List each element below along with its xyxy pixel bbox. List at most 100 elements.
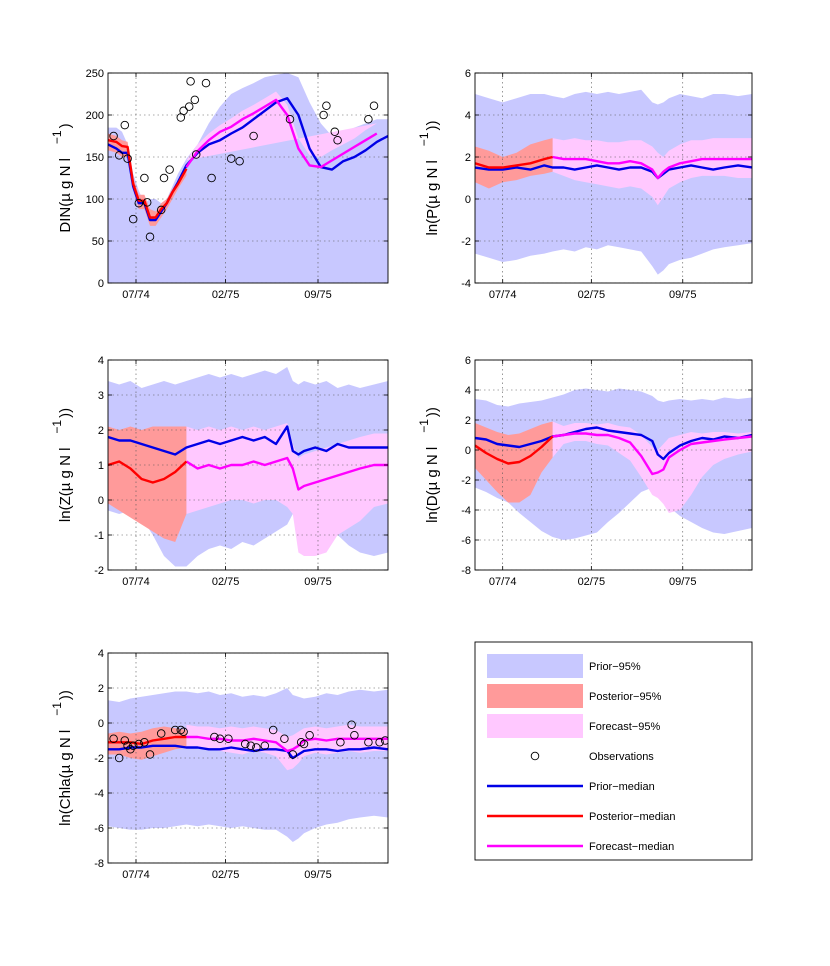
y-axis-label-sup: −1 [417,419,431,433]
observation-point [186,77,195,86]
forecast-median-line [185,456,388,491]
y-tick-label: 6 [465,355,471,367]
axes-box [107,72,389,284]
x-tick-label: 02/75 [578,289,606,301]
observation-point [375,738,384,747]
observation-point [142,198,152,207]
plot-area [108,73,388,283]
legend-label: Forecast−95% [589,721,660,733]
legend-item: Posterior−95% [487,684,662,708]
plot-area [475,360,752,570]
legend-label: Posterior−95% [589,691,662,703]
observation-point [179,106,188,116]
legend-label: Prior−median [589,781,655,793]
observation-point [210,732,219,742]
observation-point [330,127,340,137]
observation-point [235,156,244,166]
grid [108,360,388,570]
y-tick-label: 1 [98,460,104,472]
y-tick-label: 4 [98,648,104,660]
y-tick-label: -6 [94,823,104,835]
y-axis-label-main: DIN(µ g N l [57,158,74,232]
x-tick-label: 09/75 [669,576,697,588]
y-axis-label-main: ln(Z(µ g N l [57,448,74,522]
y-tick-label: -2 [461,475,471,487]
y-tick-label: -4 [461,505,471,517]
observation-point [128,741,138,751]
plot-area [108,360,388,570]
x-tick-label: 02/75 [212,869,240,881]
x-tick-label: 07/74 [122,869,150,881]
y-axis-label-sup: −1 [50,130,64,144]
observation-point [114,753,124,763]
observation-point [296,738,306,747]
observation-point [140,738,149,747]
forecast-band [186,423,388,556]
grid [475,360,752,570]
x-tick-label: 09/75 [304,576,332,588]
y-tick-label: -2 [94,753,104,765]
y-axis-label-main: ln(Chla(µ g N l [57,730,74,826]
prior-median-line [108,425,388,456]
prior-median-line [108,744,388,760]
x-tick-label: 07/74 [489,576,517,588]
observation-point [123,154,132,163]
legend-item: Posterior−median [487,811,676,823]
observation-point [184,102,194,111]
y-tick-label: 2 [98,425,104,437]
prior-median-line [108,97,388,222]
x-tick-label: 09/75 [304,869,332,881]
y-axis-label: ln(D(µ g N l −1)) [417,407,441,523]
y-tick-label: -4 [461,278,471,290]
posterior-band [475,138,553,189]
observation-point [176,725,186,735]
observation-point [201,78,211,88]
x-tick-label: 07/74 [489,289,517,301]
observation-point [347,720,356,730]
observation-point [333,135,342,145]
forecast-median-line [186,735,388,753]
observation-point [190,95,200,105]
x-tick-label: 07/74 [122,576,150,588]
legend-item: Prior−95% [487,654,641,678]
y-tick-label: 100 [86,194,104,206]
observation-point [252,743,261,752]
x-tick-label: 02/75 [212,576,240,588]
y-tick-label: -4 [94,788,104,800]
legend-item: Forecast−median [487,841,674,853]
legend-item: Observations [530,751,654,763]
observation-point [249,131,258,141]
observation-point [224,734,233,744]
legend-marker [530,751,540,761]
panel-d: -8 -6 -4 -2 0 2 4 6 07/74 02/75 09/75 ln(D(µ g N l −… [417,355,753,588]
observation-point [288,750,298,759]
legend-item: Forecast−95% [487,714,660,738]
legend-swatch [487,714,583,738]
observation-point [226,154,236,163]
y-tick-label: 2 [465,415,471,427]
legend-label: Forecast−median [589,841,674,853]
observation-point [128,214,138,224]
observation-point [280,734,289,744]
x-tick-label: 07/74 [122,289,150,301]
y-tick-label: 2 [465,152,471,164]
forecast-band [186,91,377,161]
observation-point [380,736,388,745]
observation-point [191,150,201,159]
y-tick-label: 3 [98,390,104,402]
y-axis-label-close: )) [424,407,441,417]
plot-area [475,73,752,283]
y-axis-label-close: )) [57,408,74,418]
observation-point [207,173,216,183]
panel-din: 0 50 100 150 200 250 07/74 02/75 09/75 DIN(µ g N … [50,68,389,301]
y-axis-label-close: )) [424,120,441,130]
forecast-median-line [552,155,752,180]
legend-box [474,641,753,861]
y-tick-label: -8 [94,858,104,870]
observation-point [109,131,118,141]
panel-z: -2 -1 0 1 2 3 4 07/74 02/75 09/75 ln(Z(µ g N l −1)) [50,355,389,588]
posterior-band [108,426,187,542]
observation-point [240,739,250,749]
